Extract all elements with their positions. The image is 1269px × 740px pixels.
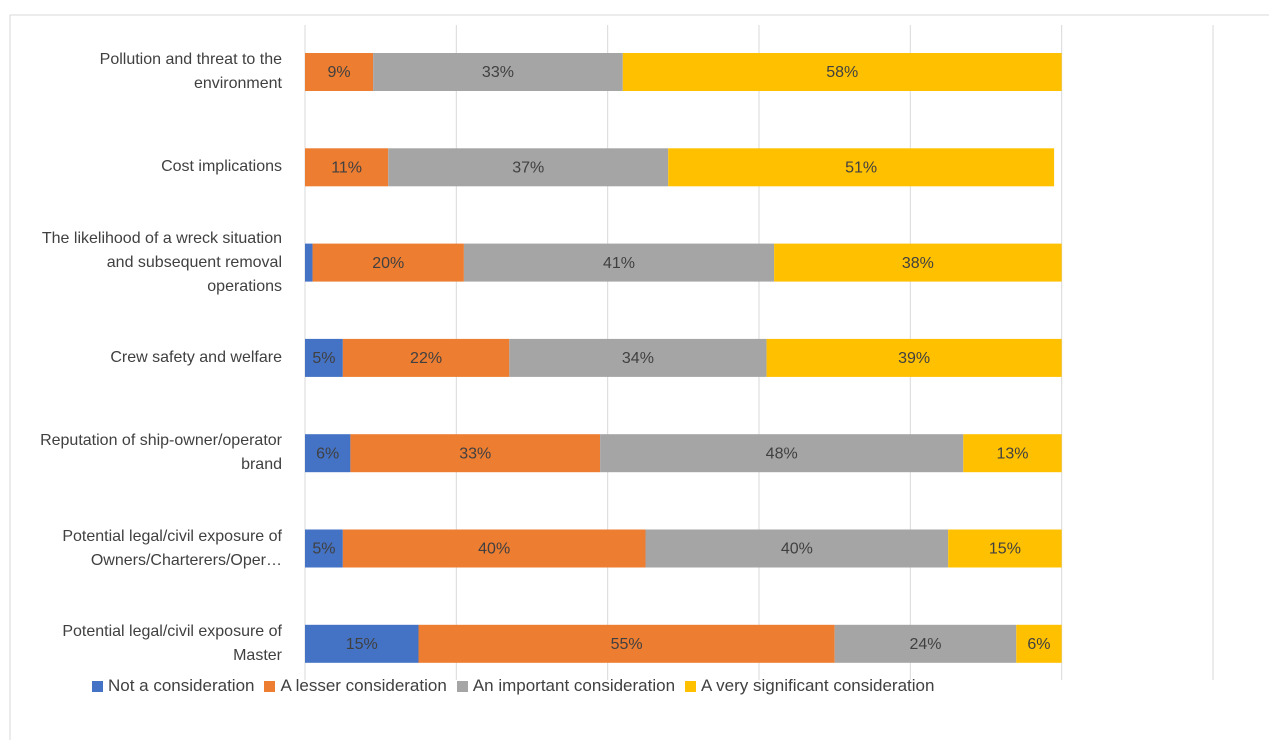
bar-segment bbox=[305, 338, 343, 377]
bar-segment bbox=[668, 148, 1055, 187]
y-tick-label: Potential legal/civil exposure of Owners… bbox=[62, 527, 282, 569]
legend-label: A very significant consideration bbox=[701, 676, 935, 695]
bar-segment bbox=[350, 434, 601, 473]
legend-swatch bbox=[92, 680, 103, 692]
bar-segment bbox=[948, 529, 1062, 568]
bar-segment bbox=[312, 243, 464, 282]
data-label: 37% bbox=[512, 160, 544, 177]
data-label: 33% bbox=[482, 64, 514, 81]
bar-segment bbox=[418, 624, 835, 663]
bar-segment bbox=[509, 338, 767, 377]
data-label: 6% bbox=[316, 445, 339, 462]
legend-item: An important consideration bbox=[456, 676, 676, 696]
bar-segment bbox=[645, 529, 949, 568]
y-tick-label: Pollution and threat to the environment bbox=[99, 51, 282, 92]
bar-segment bbox=[766, 338, 1062, 377]
data-label: 40% bbox=[478, 541, 510, 558]
data-label: 33% bbox=[459, 445, 491, 462]
data-label: 24% bbox=[909, 636, 941, 653]
legend-item: Not a consideration bbox=[92, 676, 254, 696]
bar-segment bbox=[342, 529, 646, 568]
data-label: 15% bbox=[346, 636, 378, 653]
bar-segment bbox=[834, 624, 1017, 663]
data-label: 58% bbox=[826, 64, 858, 81]
data-label: 51% bbox=[845, 160, 877, 177]
data-label: 11% bbox=[331, 160, 362, 177]
data-label: 41% bbox=[603, 255, 635, 272]
data-label: 40% bbox=[781, 541, 813, 558]
legend-swatch bbox=[685, 680, 697, 692]
y-tick-label: The likelihood of a wreck situation and … bbox=[41, 229, 282, 295]
bar-segment bbox=[305, 529, 343, 568]
chart-border bbox=[9, 14, 1269, 740]
y-tick-label: Crew safety and welfare bbox=[110, 348, 282, 366]
bar-segment bbox=[305, 53, 374, 91]
legend-label: Not a consideration bbox=[108, 676, 255, 695]
legend-item: A lesser consideration bbox=[264, 676, 447, 696]
legend-swatch bbox=[456, 680, 468, 692]
y-tick-label: Potential legal/civil exposure of Master bbox=[62, 622, 282, 664]
bar-segment bbox=[388, 148, 669, 187]
data-label: 13% bbox=[996, 445, 1028, 462]
data-label: 5% bbox=[312, 541, 335, 558]
bar-segment bbox=[463, 243, 775, 282]
data-label: 22% bbox=[410, 350, 442, 367]
y-tick-label: Cost implications bbox=[161, 158, 282, 176]
bar-segment bbox=[622, 53, 1062, 91]
legend-item: A very significant consideration bbox=[685, 676, 934, 696]
data-label: 55% bbox=[611, 636, 643, 653]
bar-segment bbox=[600, 434, 964, 473]
data-label: 15% bbox=[989, 541, 1021, 558]
bar-segment bbox=[342, 338, 510, 377]
legend-label: A lesser consideration bbox=[280, 676, 447, 695]
bar-segment bbox=[373, 53, 623, 91]
bar-segment bbox=[963, 434, 1062, 473]
bar-segment bbox=[774, 243, 1062, 282]
bar-segment bbox=[1016, 624, 1062, 663]
data-label: 6% bbox=[1027, 636, 1050, 653]
y-tick-label: Reputation of ship-owner/operator brand bbox=[40, 432, 282, 474]
bar-segment bbox=[305, 434, 351, 473]
bar-segment bbox=[305, 624, 419, 663]
data-label: 34% bbox=[622, 350, 654, 367]
data-label: 9% bbox=[327, 64, 350, 81]
data-label: 20% bbox=[372, 255, 404, 272]
data-label: 48% bbox=[766, 445, 798, 462]
bar-segment bbox=[305, 243, 313, 282]
legend: Not a consideration A lesser consideratio… bbox=[92, 676, 934, 696]
legend-swatch bbox=[264, 680, 276, 692]
data-label: 38% bbox=[902, 255, 934, 272]
data-label: 5% bbox=[312, 350, 335, 367]
legend-label: An important consideration bbox=[472, 676, 676, 695]
bar-segment bbox=[305, 148, 389, 187]
data-label: 39% bbox=[898, 350, 930, 367]
